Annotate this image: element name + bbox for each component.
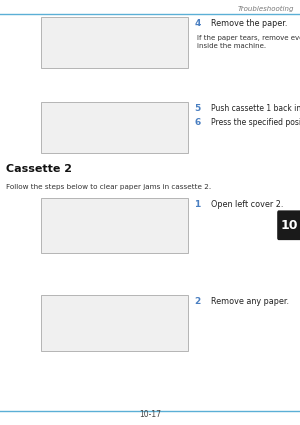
Text: Follow the steps below to clear paper jams in cassette 2.: Follow the steps below to clear paper ja… xyxy=(6,184,211,190)
Text: 2: 2 xyxy=(194,298,201,306)
Text: 4: 4 xyxy=(194,19,201,28)
Text: If the paper tears, remove every loose scrap from
inside the machine.: If the paper tears, remove every loose s… xyxy=(197,35,300,49)
Text: 1: 1 xyxy=(194,200,201,209)
Text: 6: 6 xyxy=(194,118,201,127)
Bar xyxy=(40,17,188,68)
Text: Remove any paper.: Remove any paper. xyxy=(211,298,289,306)
Text: Open left cover 2.: Open left cover 2. xyxy=(211,200,283,209)
Text: 5: 5 xyxy=(194,104,201,113)
Bar xyxy=(40,198,188,253)
FancyBboxPatch shape xyxy=(277,210,300,240)
Text: Push cassette 1 back in place securely.: Push cassette 1 back in place securely. xyxy=(211,104,300,113)
Text: Troubleshooting: Troubleshooting xyxy=(238,6,294,12)
Text: 10-17: 10-17 xyxy=(139,410,161,419)
Bar xyxy=(40,295,188,351)
Text: Cassette 2: Cassette 2 xyxy=(6,164,72,174)
Text: Remove the paper.: Remove the paper. xyxy=(211,19,287,28)
Text: 10: 10 xyxy=(281,219,298,232)
Bar xyxy=(40,102,188,153)
Text: Press the specified position to close left cover 1.: Press the specified position to close le… xyxy=(211,118,300,127)
